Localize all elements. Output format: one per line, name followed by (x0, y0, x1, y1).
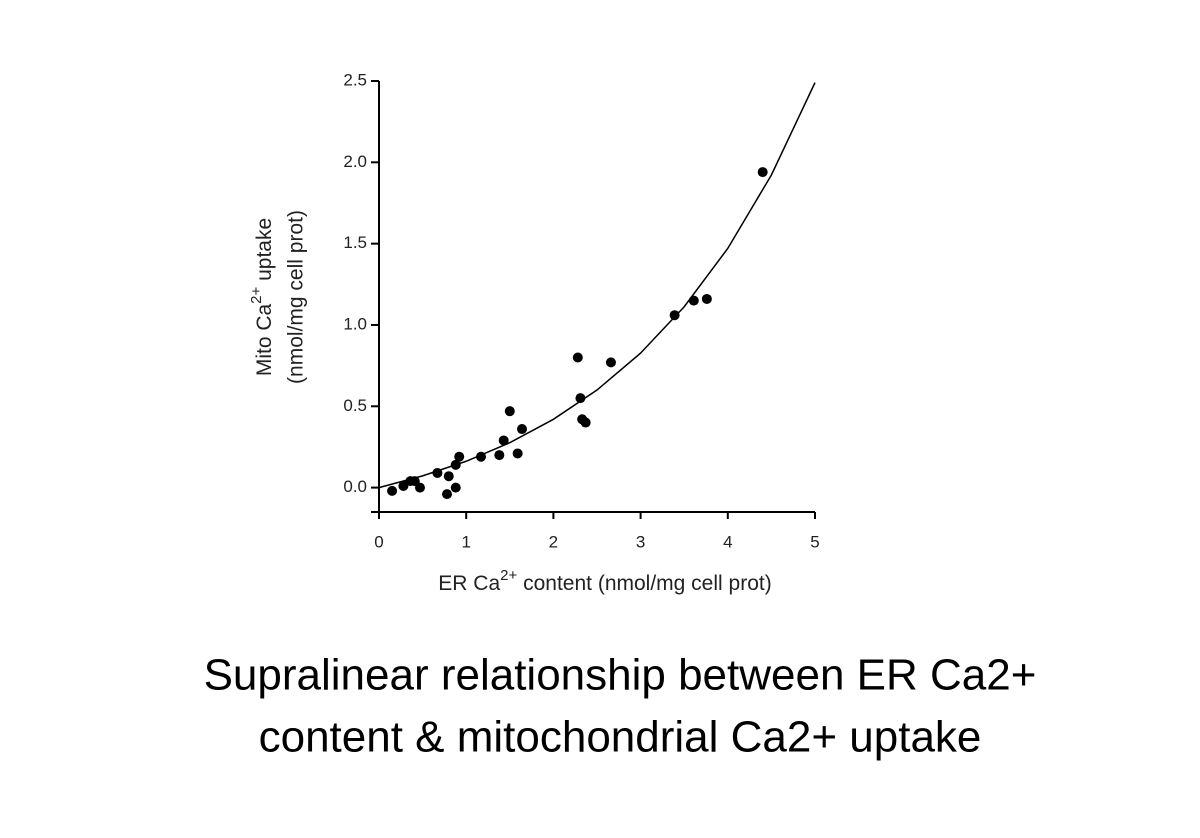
data-point (572, 352, 583, 363)
y-label-part: Mito Ca (253, 304, 276, 377)
y-label-part: uptake (253, 218, 276, 287)
data-point (454, 451, 465, 462)
x-tick-label: 5 (810, 532, 819, 551)
x-label-part: ER Ca (438, 572, 500, 595)
data-point (398, 480, 409, 491)
y-tick-label: 0.0 (343, 477, 367, 496)
data-point (450, 482, 461, 493)
data-point (443, 471, 454, 482)
data-point (669, 310, 680, 321)
y-tick-label: 1.5 (343, 233, 367, 252)
y-label-line: (nmol/mg cell prot) (285, 210, 308, 384)
data-point (688, 295, 699, 306)
data-point (605, 357, 616, 368)
data-point (512, 448, 523, 459)
data-point (387, 485, 398, 496)
x-tick-label: 2 (549, 532, 558, 551)
data-point (494, 450, 505, 461)
y-tick-label: 1.0 (343, 314, 367, 333)
data-point (414, 482, 425, 493)
y-tick-label: 2.0 (343, 152, 367, 171)
x-tick-label: 3 (636, 532, 645, 551)
data-point (575, 393, 586, 404)
y-label-sup: 2+ (248, 286, 265, 303)
y-tick-label: 2.5 (343, 70, 367, 89)
x-label-sup: 2+ (500, 567, 517, 584)
data-point (580, 417, 591, 428)
data-point (504, 406, 515, 417)
caption-line: Supralinear relationship between ER Ca2+ (204, 651, 1037, 700)
data-point (442, 489, 453, 500)
y-axis-label: Mito Ca2+ uptake (nmol/mg cell prot) (248, 210, 308, 384)
y-tick-label: 0.5 (343, 396, 367, 415)
data-point (498, 435, 509, 446)
data-point (701, 293, 712, 304)
data-point (757, 167, 768, 178)
x-tick-label: 4 (723, 532, 732, 551)
x-tick-label: 1 (461, 532, 470, 551)
x-label-part: content (nmol/mg cell prot) (517, 572, 771, 595)
y-label-line: Mito Ca2+ uptake (248, 218, 276, 376)
x-tick-label: 0 (374, 532, 383, 551)
fit-curve (378, 82, 816, 489)
x-axis-label: ER Ca2+ content (nmol/mg cell prot) (438, 567, 771, 595)
data-point (517, 424, 528, 435)
caption-line: content & mitochondrial Ca2+ uptake (259, 713, 982, 762)
